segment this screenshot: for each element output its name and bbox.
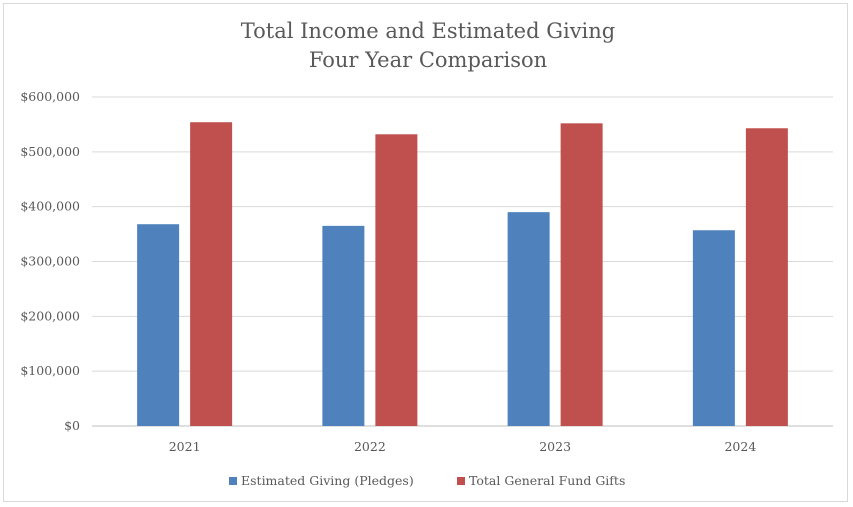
chart-title-line-1: Total Income and Estimated Giving [241,19,616,43]
legend-swatch [457,477,465,485]
y-tick-label: $500,000 [20,144,80,159]
x-tick-label: 2023 [539,439,571,454]
bar-general-fund-gifts-2022 [375,134,418,426]
bar-estimated-giving-2023 [507,212,550,426]
legend-swatch [229,477,237,485]
x-tick-label: 2021 [169,439,201,454]
y-tick-label: $200,000 [20,308,80,323]
bar-estimated-giving-2021 [137,224,180,426]
x-axis-ticks: 2021 2022 2023 2024 [169,439,757,454]
y-axis-ticks: $0 $100,000 $200,000 $300,000 $400,000 $500,0… [20,89,80,433]
y-tick-label: $300,000 [20,254,80,269]
chart-title-line-2: Four Year Comparison [309,48,547,72]
legend-label: Estimated Giving (Pledges) [241,473,414,488]
x-tick-label: 2022 [354,439,386,454]
bar-estimated-giving-2022 [322,225,365,426]
y-tick-label: $400,000 [20,199,80,214]
bars [137,122,788,427]
y-tick-label: $600,000 [20,89,80,104]
bar-general-fund-gifts-2023 [560,123,603,426]
legend-label: Total General Fund Gifts [469,473,625,488]
bar-estimated-giving-2024 [692,230,735,426]
bar-general-fund-gifts-2024 [745,128,788,426]
y-tick-label: $0 [64,418,80,433]
bar-general-fund-gifts-2021 [190,122,233,427]
y-tick-label: $100,000 [20,363,80,378]
x-tick-label: 2024 [724,439,756,454]
legend: Estimated Giving (Pledges) Total General … [229,473,625,488]
